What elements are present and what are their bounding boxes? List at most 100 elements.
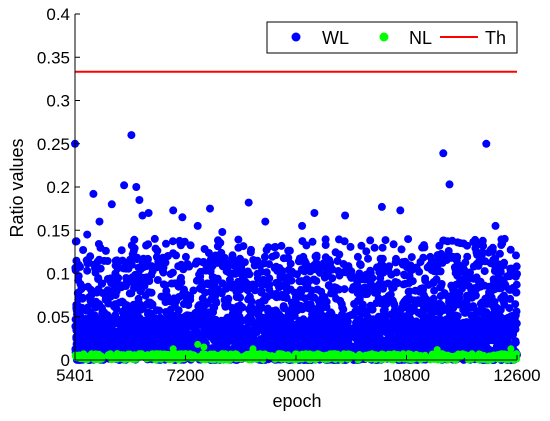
wl-point (397, 245, 406, 254)
wl-point (93, 257, 102, 266)
wl-point (506, 285, 515, 294)
wl-point (117, 283, 126, 292)
wl-point (230, 332, 239, 341)
wl-point (313, 285, 322, 294)
nl-point (467, 355, 475, 363)
wl-point (234, 280, 243, 289)
wl-point (89, 189, 98, 198)
wl-point (308, 317, 317, 326)
wl-point (117, 319, 126, 328)
wl-point (469, 262, 478, 271)
nl-point (153, 351, 161, 359)
wl-point (451, 318, 460, 327)
wl-point (218, 262, 227, 271)
wl-point (141, 291, 150, 300)
wl-point (439, 236, 448, 245)
wl-point (72, 326, 81, 335)
wl-point (161, 281, 170, 290)
wl-point (159, 268, 168, 277)
wl-point (455, 289, 464, 298)
wl-point (327, 289, 336, 298)
wl-point (406, 261, 415, 270)
wl-point (312, 343, 321, 352)
wl-point (434, 257, 443, 266)
wl-point (512, 262, 521, 271)
nl-point (197, 355, 205, 363)
wl-point (401, 315, 410, 324)
wl-point (455, 341, 464, 350)
nl-point (251, 353, 259, 361)
wl-point (193, 221, 202, 230)
wl-point (482, 333, 490, 341)
wl-point (272, 262, 281, 271)
wl-point (256, 261, 265, 270)
wl-point (277, 241, 286, 250)
wl-point (506, 294, 515, 303)
wl-point (134, 263, 143, 272)
wl-point (335, 329, 343, 338)
wl-point (236, 263, 245, 272)
wl-point (257, 319, 266, 328)
nl-point (476, 355, 484, 363)
wl-point (75, 343, 84, 352)
wl-point (83, 266, 92, 275)
wl-point (496, 305, 505, 314)
wl-point (456, 299, 465, 308)
wl-point (243, 316, 252, 325)
wl-point (283, 345, 292, 354)
wl-point (350, 330, 359, 339)
wl-point (107, 328, 116, 337)
wl-point (192, 327, 201, 336)
wl-point (234, 243, 243, 252)
wl-point (480, 281, 489, 290)
wl-point (432, 319, 441, 328)
wl-point (97, 316, 106, 325)
wl-point (366, 236, 375, 245)
nl-point (234, 351, 242, 359)
wl-point (423, 320, 432, 329)
wl-point (467, 333, 475, 342)
wl-point (104, 335, 113, 344)
wl-point (94, 274, 103, 283)
wl-point (377, 202, 386, 211)
wl-point (389, 240, 398, 249)
x-tick-label: 5401 (56, 366, 94, 385)
wl-point (180, 237, 189, 246)
wl-point (454, 329, 463, 337)
wl-point (374, 317, 383, 326)
wl-point (124, 341, 133, 350)
wl-point (138, 211, 147, 220)
nl-point (433, 346, 441, 354)
wl-point (259, 275, 268, 284)
wl-point (430, 286, 439, 295)
wl-point (338, 303, 347, 312)
wl-point (213, 242, 222, 251)
wl-point (463, 252, 472, 261)
wl-point (95, 217, 104, 226)
wl-point (499, 298, 508, 307)
wl-point (404, 287, 413, 296)
nl-point (227, 353, 234, 361)
wl-point (72, 237, 81, 246)
wl-point (153, 276, 162, 284)
nl-point (90, 355, 98, 363)
wl-point (120, 181, 129, 190)
wl-point (395, 334, 404, 343)
wl-point (285, 338, 294, 346)
wl-point (365, 334, 374, 343)
wl-point (171, 279, 179, 288)
plot-layer (71, 70, 521, 364)
wl-point (496, 320, 505, 329)
wl-point (421, 274, 430, 283)
wl-point (512, 319, 521, 328)
wl-point (74, 295, 83, 304)
y-tick-label: 0 (61, 351, 70, 370)
nl-point (184, 353, 192, 361)
wl-point (361, 290, 370, 299)
wl-point (234, 235, 243, 244)
wl-point (96, 343, 104, 352)
wl-point (86, 296, 95, 305)
wl-point (165, 297, 174, 306)
wl-point (414, 296, 423, 305)
wl-point (331, 248, 340, 257)
